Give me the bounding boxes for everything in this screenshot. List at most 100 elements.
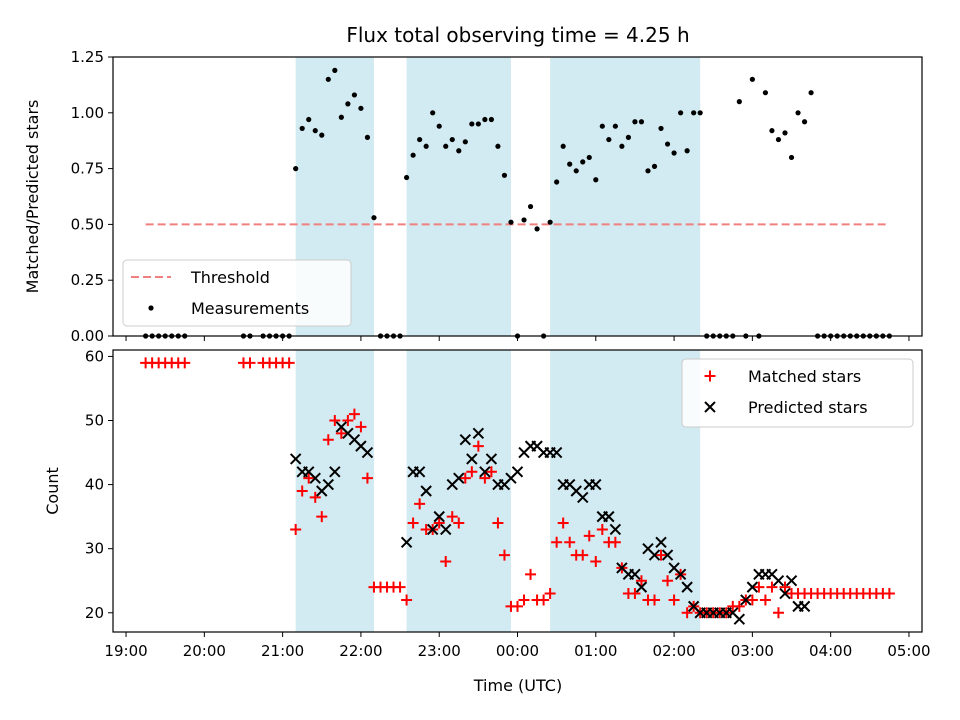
matched-stars-point [629, 588, 641, 600]
matched-stars-point [551, 536, 563, 548]
matched-stars-point [635, 575, 647, 587]
measurements-point [449, 136, 455, 143]
legend-box [122, 259, 352, 327]
y-tick-label-4: 0.75 [71, 160, 104, 178]
observing-interval-3 [550, 57, 701, 336]
x-tick-label-10: 04:00 [809, 642, 852, 660]
predicted-stars-point [785, 575, 798, 587]
measurements-point [801, 119, 808, 125]
matched-stars-point [335, 427, 347, 439]
x-tick-label-3: 21:00 [261, 642, 304, 660]
matched-stars-point [538, 594, 550, 606]
matched-stars-point [577, 549, 589, 561]
predicted-stars-point [511, 466, 524, 478]
measurements-point [554, 179, 560, 185]
matched-stars-point [479, 472, 491, 484]
measurements-point [586, 154, 592, 161]
y-tick-label-1: 0.00 [71, 327, 104, 345]
predicted-stars-point [550, 446, 563, 459]
measurements-point [527, 203, 534, 210]
predicted-stars-point [485, 453, 498, 465]
matched-stars-point [883, 588, 895, 600]
matched-stars-point [244, 357, 256, 369]
measurements-point [671, 150, 677, 156]
matched-stars-point [446, 511, 458, 523]
measurements-point [436, 123, 442, 129]
measurements-point [534, 226, 540, 232]
predicted-stars-point [309, 472, 321, 484]
matched-stars-point [316, 511, 328, 523]
predicted-stars-point [681, 581, 693, 593]
matched-stars-point [309, 491, 321, 503]
measurements-point [430, 110, 436, 116]
predicted-stars-point [740, 594, 752, 606]
predicted-stars-point [772, 575, 785, 587]
measurements-point [299, 125, 305, 132]
measurements-point [567, 161, 573, 167]
bottom-panel-ticks: 19:00 20:00 21:00 22:00 23:00 00:00 01:00 02:00… [85, 347, 931, 660]
matched-stars-point [779, 581, 791, 593]
measurements-point [645, 168, 651, 174]
measurements-point [547, 219, 553, 225]
measurements-point [319, 132, 325, 138]
predicted-stars-point [472, 427, 485, 440]
predicted-stars-point [453, 472, 465, 484]
measurements-point [638, 119, 645, 125]
predicted-stars-point [674, 568, 687, 581]
matched-stars-point [472, 440, 484, 452]
predicted-stars-point [459, 434, 472, 446]
predicted-stars-point [609, 523, 622, 536]
measurements-point [417, 136, 423, 143]
observing-interval-3 [550, 350, 701, 632]
matched-stars-point [433, 517, 445, 529]
y-tick-label-5: 60 [85, 347, 104, 365]
matched-stars-point [557, 517, 569, 529]
measurements-point [580, 159, 586, 165]
measurements-point [521, 217, 527, 223]
y-tick-label-2: 0.25 [71, 271, 104, 289]
predicted-stars-point [779, 587, 791, 600]
measurements-point [306, 116, 312, 123]
measurements-point [312, 128, 318, 134]
predicted-stars-legend-label: Predicted stars [748, 398, 868, 417]
matched-stars-point [596, 523, 608, 535]
predicted-stars-point [329, 466, 341, 478]
matched-stars-point [492, 517, 504, 529]
matched-stars-point [668, 594, 680, 606]
measurements-point [664, 141, 671, 147]
predicted-stars-point [420, 485, 432, 497]
matched-stars-point [485, 466, 497, 478]
measurements-point [443, 143, 449, 149]
measurements-point [697, 110, 703, 116]
top-panel-shading [295, 57, 701, 336]
predicted-stars-point [400, 536, 413, 548]
matched-stars-point [361, 472, 373, 484]
x-axis-label: Time (UTC) [473, 676, 562, 695]
measurements-point [332, 67, 338, 73]
x-tick-label-2: 20:00 [183, 642, 226, 660]
predicted-stars-point [466, 453, 478, 465]
measurements-point [593, 177, 599, 183]
measurements-point [560, 143, 566, 149]
measurements-point [678, 110, 684, 116]
measurements-point [599, 123, 605, 129]
measurements-point [482, 116, 488, 123]
matched-stars-point [564, 536, 576, 548]
matched-stars-point [414, 498, 426, 510]
predicted-stars-point [798, 600, 811, 613]
measurements-point [475, 121, 481, 127]
matched-stars-point [766, 581, 778, 593]
measurements-point [364, 134, 371, 140]
predicted-stars-point [603, 510, 615, 523]
top-panel-frame [112, 56, 923, 337]
measurements-point [469, 121, 475, 127]
predicted-stars-point [648, 549, 661, 561]
predicted-stars-point [289, 453, 302, 465]
measurements-point [619, 143, 625, 149]
x-tick-label-7: 01:00 [574, 642, 617, 660]
observing-interval-2 [406, 57, 511, 336]
predicted-stars-point [433, 510, 445, 523]
measurements-point [456, 148, 462, 154]
measurements-legend-symbol [148, 305, 154, 311]
measurements-point [769, 128, 775, 134]
